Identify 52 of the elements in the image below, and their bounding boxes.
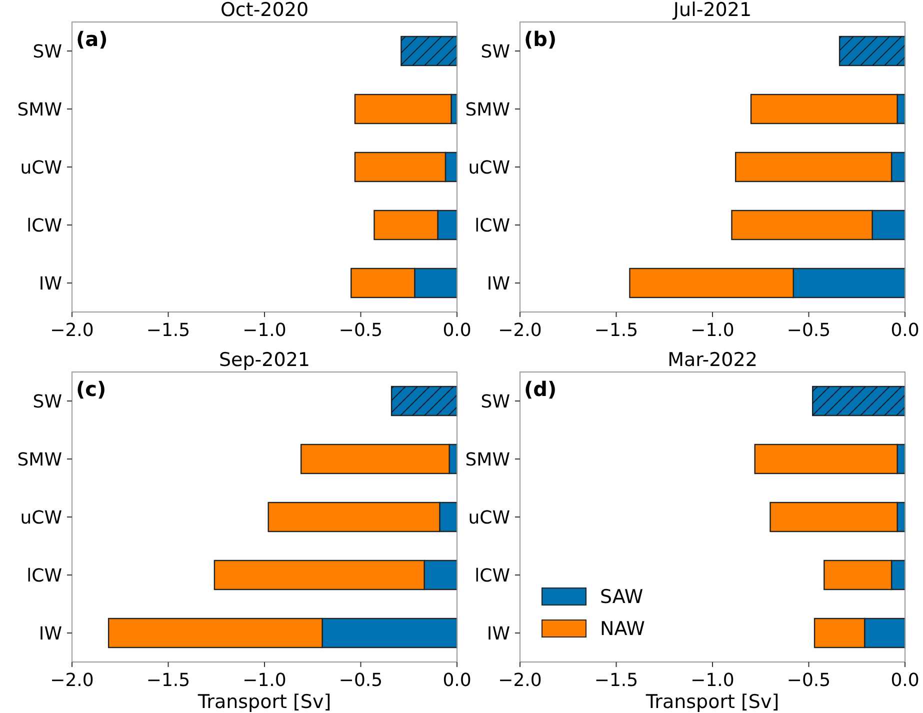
x-tick-label: −2.0 bbox=[50, 670, 94, 691]
x-tick-label: −1.0 bbox=[242, 320, 286, 341]
x-tick-label: 0.0 bbox=[890, 670, 920, 691]
x-tick-label: −0.5 bbox=[338, 320, 383, 341]
chart-title: Sep-2021 bbox=[218, 349, 310, 371]
x-tick-label: −1.5 bbox=[594, 670, 638, 691]
y-tick-label: lCW bbox=[26, 215, 62, 236]
y-tick-label: lCW bbox=[26, 565, 62, 586]
y-tick-label: SMW bbox=[465, 449, 510, 470]
y-tick-label: lCW bbox=[474, 215, 510, 236]
y-tick-label: SW bbox=[32, 41, 62, 62]
x-tick-label: 0.0 bbox=[442, 320, 472, 341]
y-tick-label: uCW bbox=[20, 507, 62, 528]
x-axis-title: Transport [Sv] bbox=[644, 691, 780, 713]
x-tick-label: −0.5 bbox=[786, 670, 831, 691]
x-tick-label: 0.0 bbox=[442, 670, 472, 691]
y-tick-label: uCW bbox=[468, 157, 510, 178]
annotation: (b) bbox=[524, 27, 557, 51]
y-tick-label: IW bbox=[38, 273, 62, 294]
x-tick-label: −1.0 bbox=[242, 670, 286, 691]
x-axis-title: Transport [Sv] bbox=[196, 691, 332, 713]
x-tick-label: −1.5 bbox=[594, 320, 638, 341]
y-tick-label: SW bbox=[480, 41, 510, 62]
legend-label: SAW bbox=[600, 586, 644, 608]
y-tick-label: IW bbox=[38, 623, 62, 644]
x-tick-label: −0.5 bbox=[338, 670, 383, 691]
y-tick-label: SMW bbox=[17, 99, 62, 120]
y-tick-label: uCW bbox=[468, 507, 510, 528]
y-tick-label: SMW bbox=[465, 99, 510, 120]
y-tick-label: IW bbox=[486, 623, 510, 644]
y-tick-label: uCW bbox=[20, 157, 62, 178]
y-tick-label: SMW bbox=[17, 449, 62, 470]
y-tick-label: lCW bbox=[474, 565, 510, 586]
x-tick-label: 0.0 bbox=[890, 320, 920, 341]
y-tick-label: IW bbox=[486, 273, 510, 294]
annotation: (a) bbox=[76, 27, 108, 51]
y-tick-label: SW bbox=[480, 391, 510, 412]
x-tick-label: −1.5 bbox=[146, 320, 190, 341]
x-tick-label: −1.0 bbox=[690, 320, 734, 341]
x-tick-label: −1.0 bbox=[690, 670, 734, 691]
x-tick-label: −1.5 bbox=[146, 670, 190, 691]
chart-title: Oct-2020 bbox=[220, 0, 309, 21]
x-tick-label: −0.5 bbox=[786, 320, 831, 341]
annotation: (c) bbox=[76, 377, 106, 401]
x-tick-label: −2.0 bbox=[50, 320, 94, 341]
x-tick-label: −2.0 bbox=[498, 670, 542, 691]
legend-label: NAW bbox=[600, 618, 646, 640]
annotation: (d) bbox=[524, 377, 557, 401]
x-tick-label: −2.0 bbox=[498, 320, 542, 341]
chart-title: Jul-2021 bbox=[672, 0, 752, 21]
chart-title: Mar-2022 bbox=[668, 349, 758, 371]
y-tick-label: SW bbox=[32, 391, 62, 412]
